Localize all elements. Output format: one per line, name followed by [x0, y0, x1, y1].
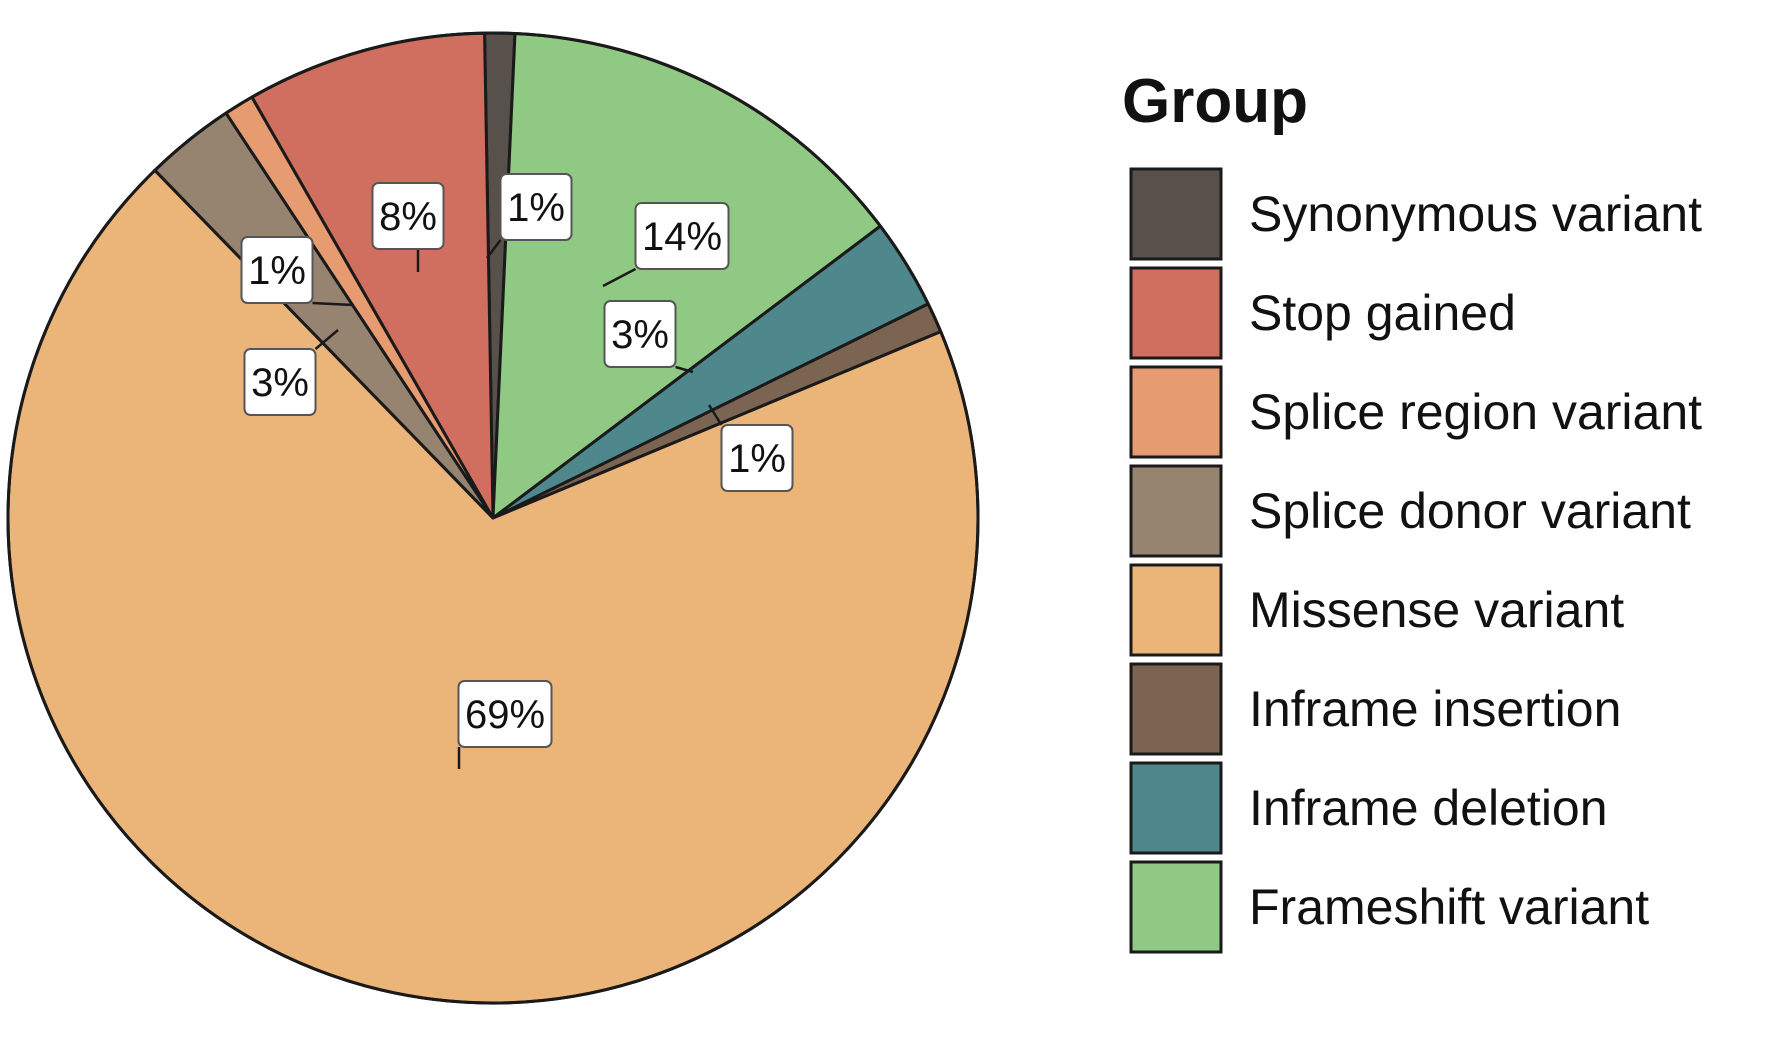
data-label-text: 14%: [642, 215, 722, 259]
data-label-splice-region-variant: 1%: [240, 236, 354, 307]
data-label-box: [243, 348, 317, 416]
leader-line: [707, 404, 723, 426]
data-label-frameshift-variant: 14%: [602, 202, 730, 288]
data-label-text: 69%: [465, 693, 545, 737]
data-label-inframe-deletion: 3%: [603, 300, 694, 374]
legend-swatch: [1129, 563, 1223, 657]
data-label-box: [457, 680, 553, 748]
legend-label: Inframe deletion: [1249, 780, 1608, 836]
legend-swatch: [1129, 365, 1223, 459]
data-label-box: [634, 202, 730, 270]
leader-line: [312, 301, 354, 307]
data-label-box: [603, 300, 677, 368]
legend-swatch: [1129, 167, 1223, 261]
legend-item-splice-donor-variant: Splice donor variant: [1129, 464, 1691, 558]
data-label-missense-variant: 69%: [457, 680, 553, 769]
legend-swatch: [1129, 662, 1223, 756]
data-label-box: [720, 424, 794, 492]
legend-label: Inframe insertion: [1249, 681, 1621, 737]
data-label-text: 1%: [728, 437, 786, 481]
data-label-box: [240, 236, 314, 304]
legend-label: Missense variant: [1249, 582, 1624, 638]
legend-swatch: [1129, 761, 1223, 855]
data-label-text: 3%: [251, 361, 309, 405]
legend-item-stop-gained: Stop gained: [1129, 266, 1516, 360]
legend-item-inframe-deletion: Inframe deletion: [1129, 761, 1608, 855]
legend-label: Stop gained: [1249, 285, 1516, 341]
legend: Group Synonymous variant Stop gained Splic…: [1122, 67, 1702, 954]
data-label-text: 3%: [611, 313, 669, 357]
legend-item-synonymous-variant: Synonymous variant: [1129, 167, 1702, 261]
data-label-text: 8%: [379, 195, 437, 239]
data-label-splice-donor-variant: 3%: [243, 329, 339, 416]
data-label-stop-gained: 8%: [371, 182, 445, 272]
leader-line: [486, 239, 502, 259]
legend-item-missense-variant: Missense variant: [1129, 563, 1624, 657]
data-label-box: [499, 173, 573, 241]
data-label-box: [371, 182, 445, 250]
data-label-synonymous-variant: 1%: [486, 173, 573, 259]
pie-outline: [6, 31, 980, 1005]
legend-label: Synonymous variant: [1249, 186, 1702, 242]
legend-title: Group: [1122, 67, 1308, 136]
legend-swatch: [1129, 266, 1223, 360]
leader-line: [602, 267, 637, 288]
leader-line: [675, 365, 694, 374]
data-label-text: 1%: [507, 186, 565, 230]
leader-line: [314, 329, 339, 350]
data-label-text: 1%: [248, 249, 306, 293]
legend-label: Splice region variant: [1249, 384, 1702, 440]
legend-item-inframe-insertion: Inframe insertion: [1129, 662, 1621, 756]
legend-label: Splice donor variant: [1249, 483, 1691, 539]
legend-swatch: [1129, 860, 1223, 954]
data-label-inframe-insertion: 1%: [707, 404, 794, 492]
legend-swatch: [1129, 464, 1223, 558]
legend-label: Frameshift variant: [1249, 879, 1649, 935]
legend-item-splice-region-variant: Splice region variant: [1129, 365, 1702, 459]
pie-data-labels: 1% 14% 3% 1% 69% 3% 1% 8%: [240, 173, 794, 769]
pie-slices: [6, 31, 980, 1005]
legend-item-frameshift-variant: Frameshift variant: [1129, 860, 1649, 954]
